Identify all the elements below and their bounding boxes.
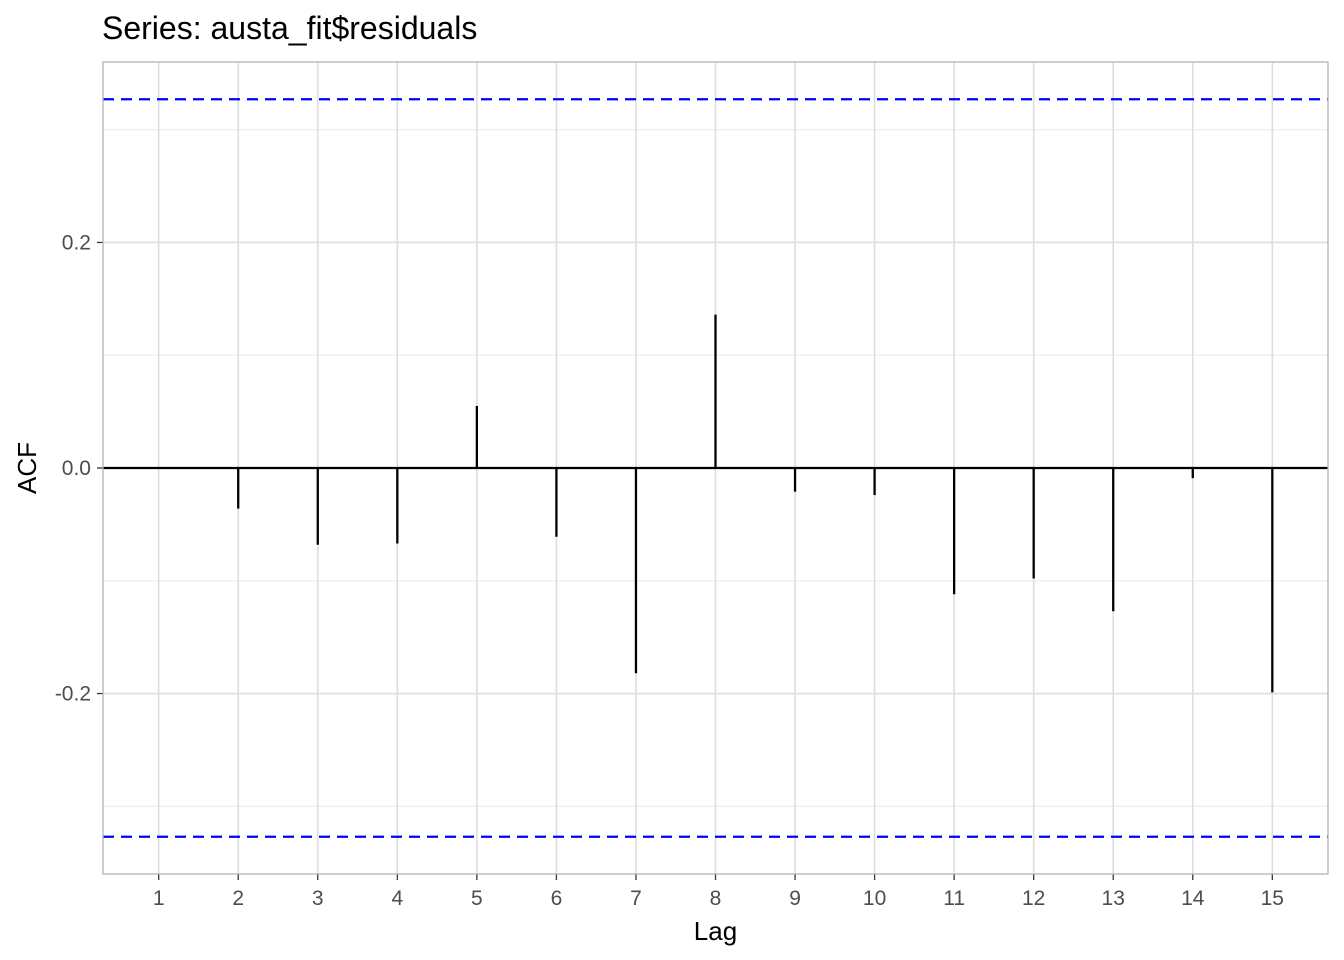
x-tick-label: 15 — [1261, 887, 1284, 910]
acf-bars — [237, 314, 1274, 693]
x-tick-label: 10 — [863, 887, 886, 910]
x-tick-label: 1 — [153, 887, 165, 910]
x-tick-label: 7 — [630, 887, 642, 910]
chart-title: Series: austa_fit$residuals — [102, 10, 477, 46]
x-tick-label: 13 — [1102, 887, 1125, 910]
x-tick-label: 5 — [471, 887, 483, 910]
x-tick-label: 3 — [312, 887, 324, 910]
y-tick-label: 0.0 — [62, 457, 91, 480]
x-tick-label: 8 — [710, 887, 722, 910]
x-axis-label: Lag — [694, 916, 737, 946]
x-tick-label: 9 — [789, 887, 801, 910]
x-tick-label: 4 — [391, 887, 403, 910]
confidence-bounds — [103, 98, 1328, 838]
y-axis-label: ACF — [12, 442, 42, 494]
panel-border — [102, 61, 1329, 875]
y-tick-label: 0.2 — [62, 231, 91, 254]
x-tick-label: 12 — [1022, 887, 1045, 910]
x-tick-label: 2 — [232, 887, 244, 910]
x-tick-label: 14 — [1181, 887, 1205, 910]
x-tick-label: 11 — [943, 887, 965, 910]
x-tick-label: 6 — [551, 887, 563, 910]
y-tick-label: -0.2 — [55, 683, 91, 706]
axis-ticks: -0.20.00.21 2 3 4 5 6 7 8 9 10 11 12 13 14 15 — [55, 231, 1284, 910]
